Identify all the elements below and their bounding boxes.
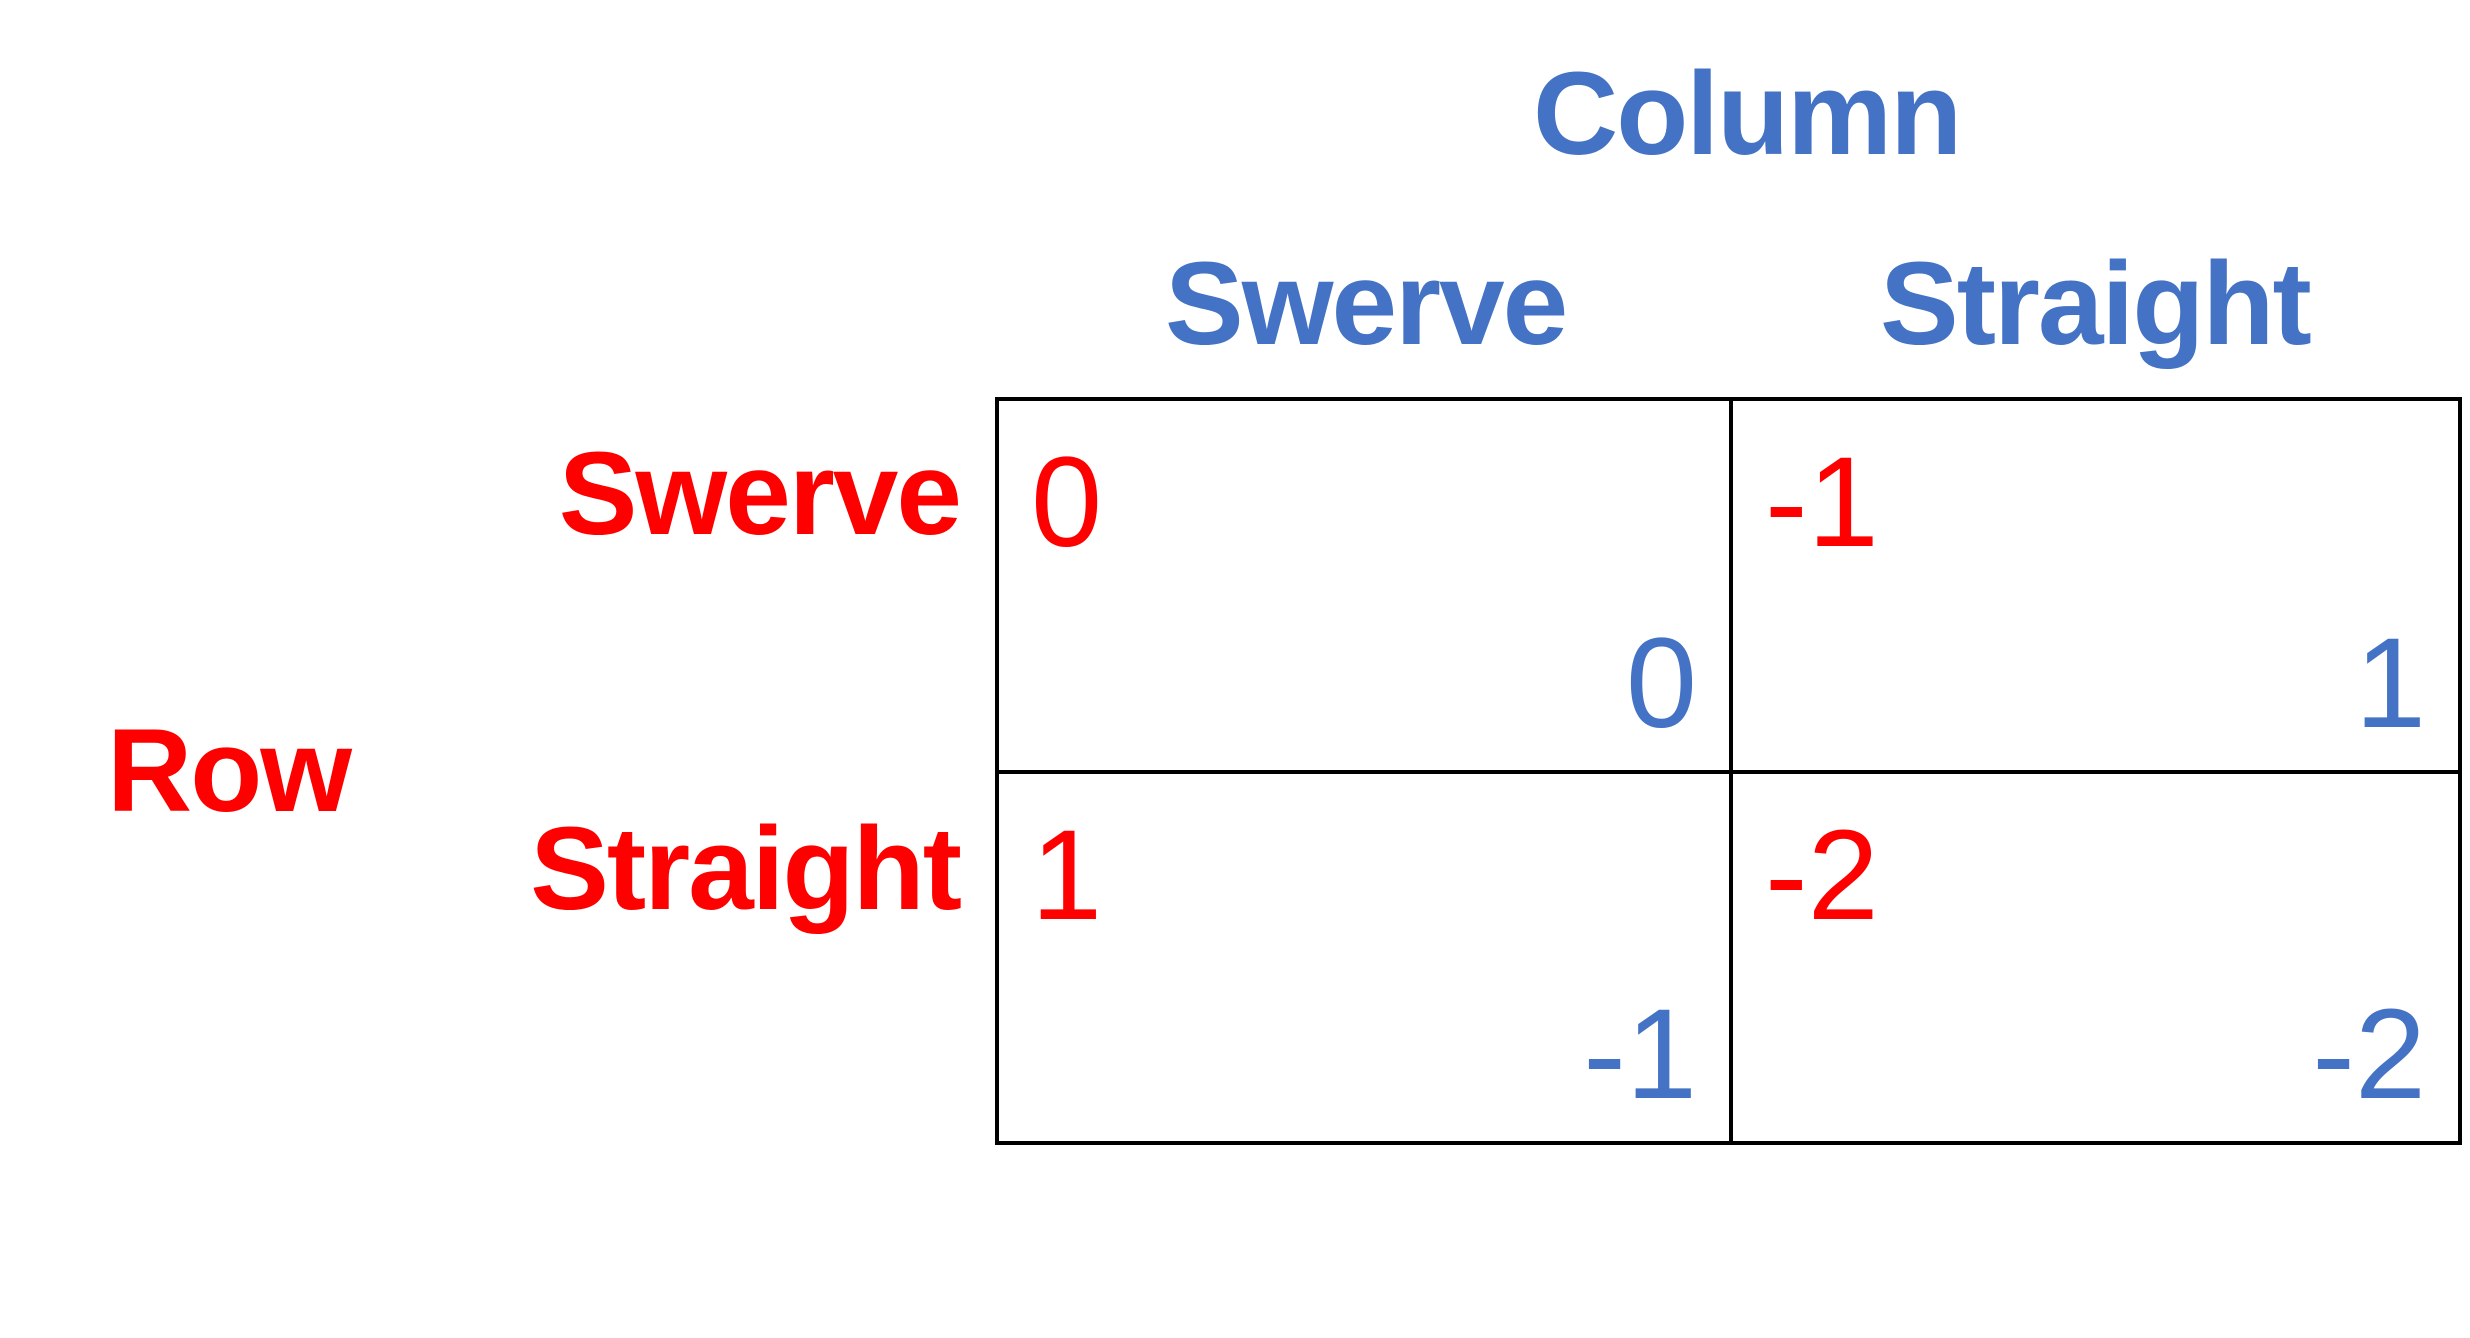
row-payoff: -2 — [1765, 804, 1879, 947]
column-payoff: 1 — [2354, 612, 2426, 755]
row-player-label: Row — [107, 705, 352, 837]
column-payoff: -1 — [1583, 983, 1697, 1126]
payoff-cell-swerve-straight: -1 1 — [1733, 401, 2458, 774]
row-payoff: -1 — [1765, 431, 1879, 574]
column-payoff: -2 — [2312, 983, 2426, 1126]
row-payoff: 0 — [1031, 431, 1103, 574]
column-player-label: Column — [1533, 48, 1962, 180]
payoff-cell-swerve-swerve: 0 0 — [999, 401, 1733, 774]
column-strategy-straight: Straight — [1880, 238, 2312, 370]
payoff-cell-straight-swerve: 1 -1 — [999, 774, 1733, 1141]
payoff-matrix: 0 0 -1 1 1 -1 -2 -2 — [995, 397, 2462, 1145]
column-strategy-swerve: Swerve — [1165, 238, 1568, 370]
row-strategy-swerve: Swerve — [558, 428, 962, 560]
row-strategy-straight: Straight — [530, 803, 962, 935]
payoff-cell-straight-straight: -2 -2 — [1733, 774, 2458, 1141]
column-payoff: 0 — [1625, 612, 1697, 755]
row-payoff: 1 — [1031, 804, 1103, 947]
